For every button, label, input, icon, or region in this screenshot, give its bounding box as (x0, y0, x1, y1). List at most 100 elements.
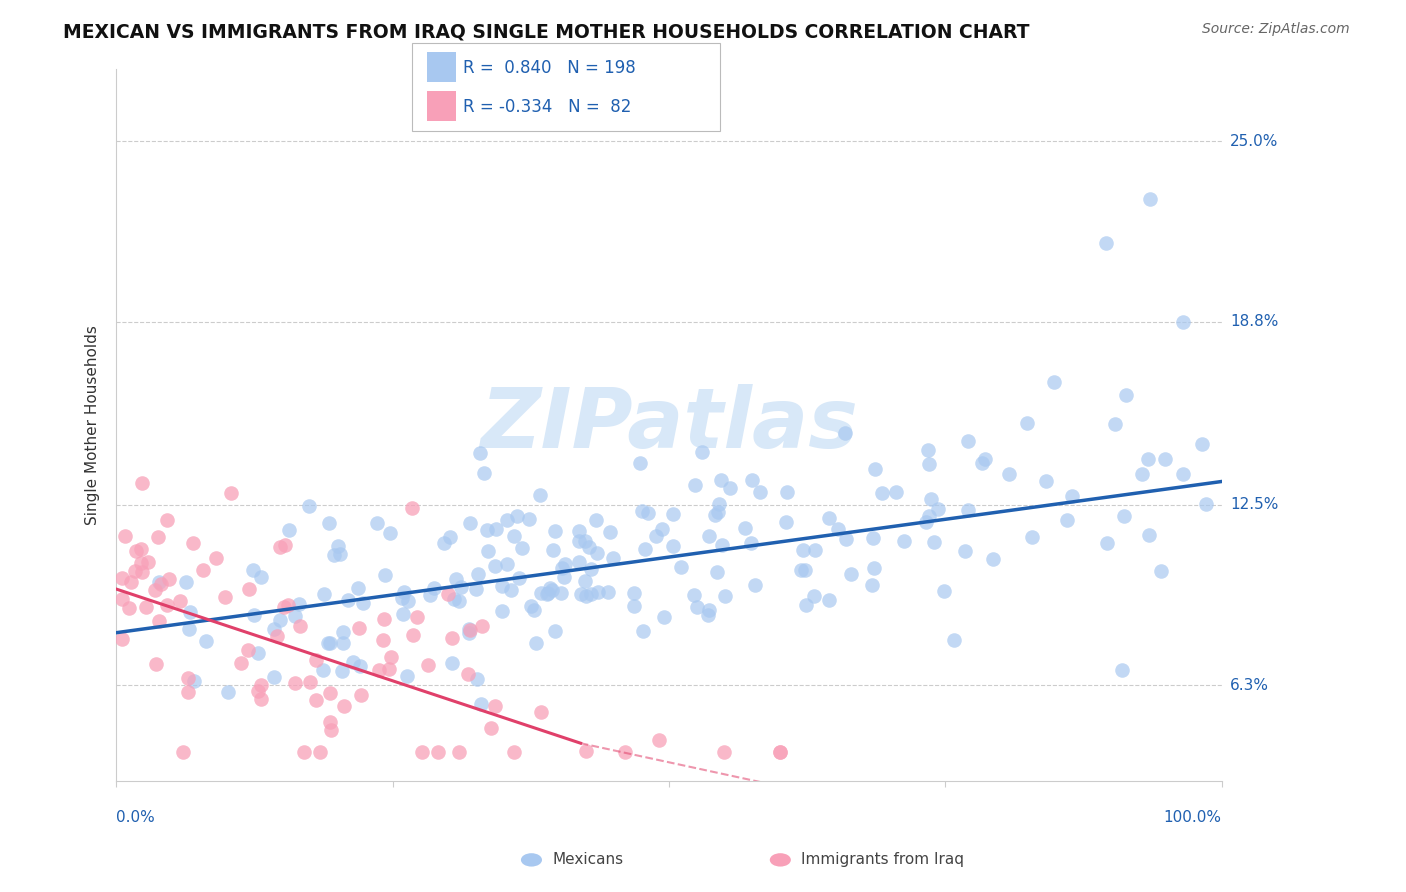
Point (136, 555, 159, 569)
Point (433, 536, 456, 550)
Point (124, 564, 146, 578)
Point (394, 584, 416, 599)
Point (236, 643, 259, 657)
Point (401, 501, 423, 516)
Point (441, 657, 464, 671)
Point (827, 522, 849, 536)
Point (623, 586, 645, 600)
Point (602, 551, 624, 566)
Point (953, 544, 976, 558)
Point (468, 446, 491, 460)
Point (574, 533, 596, 548)
Point (406, 610, 429, 624)
Point (458, 626, 481, 640)
Point (495, 513, 517, 527)
Point (273, 600, 295, 615)
Point (273, 538, 295, 552)
Point (671, 560, 693, 574)
Point (793, 563, 815, 577)
Point (932, 584, 955, 599)
Point (956, 502, 979, 516)
Point (706, 565, 728, 579)
Point (349, 621, 371, 635)
Point (520, 599, 543, 613)
Point (1043, 376, 1066, 390)
Point (120, 575, 142, 590)
Point (298, 499, 321, 513)
Point (884, 485, 907, 500)
Point (318, 686, 340, 700)
Point (329, 547, 352, 561)
Point (741, 473, 763, 487)
Point (458, 516, 481, 530)
Point (540, 583, 562, 598)
Point (575, 589, 598, 603)
Point (1094, 235, 1116, 250)
Point (332, 636, 354, 650)
Point (508, 571, 530, 585)
Point (1015, 416, 1038, 430)
Point (713, 745, 735, 759)
Point (704, 508, 727, 522)
Point (803, 589, 825, 603)
Text: R =  0.840   N = 198: R = 0.840 N = 198 (463, 60, 636, 78)
Point (458, 624, 481, 638)
Text: 12.5%: 12.5% (1230, 497, 1278, 512)
Point (485, 522, 508, 536)
Point (569, 587, 592, 601)
Point (790, 563, 813, 577)
Point (1137, 527, 1160, 541)
Point (396, 594, 419, 608)
Point (1195, 497, 1218, 511)
Point (242, 563, 264, 577)
Point (1112, 508, 1135, 523)
Point (148, 574, 170, 589)
Point (740, 536, 762, 550)
Point (219, 486, 242, 500)
Point (1149, 564, 1171, 578)
Point (709, 497, 731, 511)
Point (568, 533, 591, 548)
Point (956, 434, 979, 449)
Point (131, 475, 153, 490)
Point (266, 629, 288, 643)
Point (309, 745, 332, 759)
Point (568, 555, 591, 569)
Point (350, 688, 373, 702)
Point (1104, 417, 1126, 431)
Point (449, 745, 471, 759)
Point (250, 691, 273, 706)
Point (337, 592, 360, 607)
Point (697, 603, 720, 617)
Point (299, 675, 322, 690)
Point (503, 745, 526, 759)
Point (870, 486, 893, 500)
Point (129, 556, 152, 570)
Point (503, 529, 526, 543)
Point (333, 698, 356, 713)
Point (458, 622, 481, 636)
Point (328, 539, 350, 553)
Text: Source: ZipAtlas.com: Source: ZipAtlas.com (1202, 22, 1350, 37)
Point (662, 539, 685, 553)
Point (599, 524, 621, 539)
Text: 0.0%: 0.0% (117, 810, 155, 824)
Point (440, 632, 463, 646)
Point (342, 655, 364, 669)
Point (718, 481, 741, 495)
Point (550, 586, 572, 600)
Text: 18.8%: 18.8% (1230, 314, 1278, 329)
Point (174, 574, 197, 589)
Text: 100.0%: 100.0% (1164, 810, 1222, 824)
Point (554, 557, 576, 571)
Point (628, 456, 651, 470)
Point (596, 584, 619, 599)
Point (631, 624, 654, 639)
Point (623, 599, 645, 613)
Point (585, 546, 607, 560)
Point (648, 732, 671, 747)
Point (392, 607, 415, 621)
Point (284, 609, 307, 624)
Point (817, 511, 839, 525)
Text: Mexicans: Mexicans (553, 853, 624, 867)
